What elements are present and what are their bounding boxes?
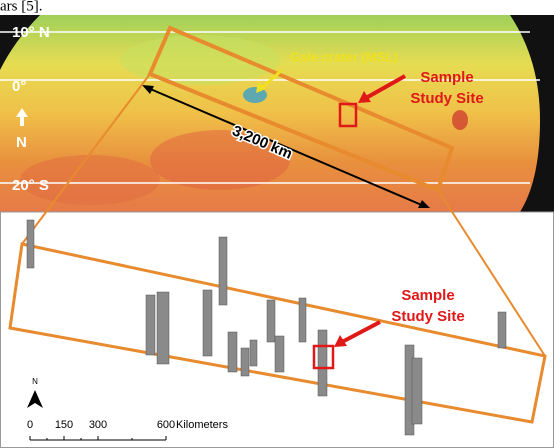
strip <box>299 298 306 342</box>
figure: ars [5]. 10° N 0° N 20° S 3,200 km Gale … <box>0 0 554 448</box>
strip <box>146 295 155 355</box>
north-label: N <box>16 134 27 151</box>
strip <box>318 330 327 396</box>
site-label: Sample <box>401 287 454 304</box>
strip <box>498 312 506 348</box>
strip <box>157 292 169 364</box>
latitude-label: 20° S <box>12 177 49 194</box>
strip <box>267 300 275 342</box>
strip <box>275 336 284 372</box>
strip <box>412 358 422 424</box>
site-label: Study Site <box>410 90 483 107</box>
strip <box>27 220 34 268</box>
latitude-label: 10° N <box>12 24 50 41</box>
scale-label: 300 <box>89 419 107 431</box>
latitude-label: 0° <box>12 78 26 95</box>
scale-label: 150 <box>55 419 73 431</box>
strip <box>250 340 257 366</box>
north-label: N <box>32 377 38 386</box>
site-label: Study Site <box>391 308 464 325</box>
strip <box>203 290 212 356</box>
scale-label: 0 <box>27 419 33 431</box>
scale-label: 600 <box>157 419 175 431</box>
top-map: 10° N 0° N 20° S 3,200 km Gale crater (M… <box>0 15 554 212</box>
site-label: Sample <box>420 69 473 86</box>
gale-label: Gale crater (MSL) <box>290 49 398 64</box>
strip <box>241 348 249 376</box>
caption: ars [5]. <box>0 0 42 14</box>
terrain <box>452 110 468 130</box>
scale-unit: Kilometers <box>176 419 228 431</box>
strip <box>228 332 237 372</box>
strip <box>219 237 227 305</box>
